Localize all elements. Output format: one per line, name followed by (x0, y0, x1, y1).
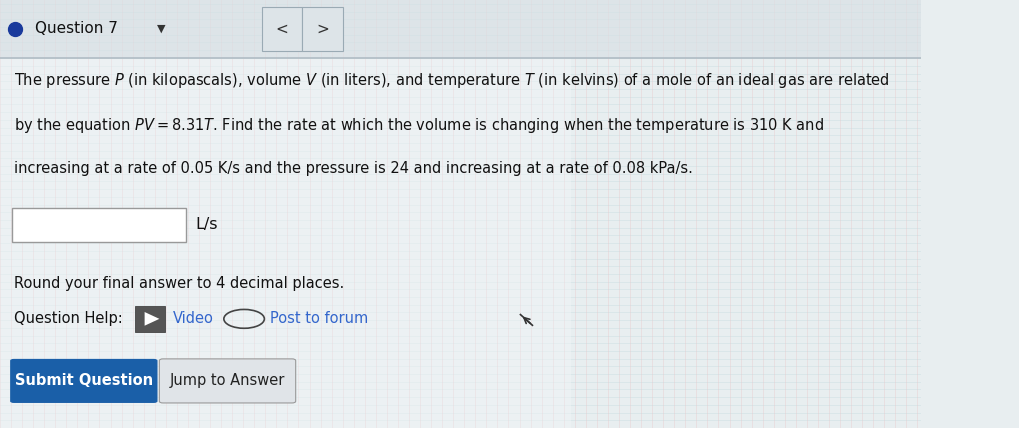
Text: L/s: L/s (196, 217, 218, 232)
Text: increasing at a rate of 0.05 K/s and the pressure is 24 and increasing at a rate: increasing at a rate of 0.05 K/s and the… (14, 160, 693, 175)
FancyBboxPatch shape (303, 7, 342, 51)
Text: >: > (316, 21, 329, 36)
Text: Jump to Answer: Jump to Answer (170, 373, 285, 389)
Text: Post to forum: Post to forum (270, 311, 368, 327)
Text: Question Help:: Question Help: (14, 311, 122, 327)
Text: Question 7: Question 7 (35, 21, 118, 36)
Text: Round your final answer to 4 decimal places.: Round your final answer to 4 decimal pla… (14, 276, 344, 291)
Text: Video: Video (173, 311, 214, 327)
FancyBboxPatch shape (12, 208, 186, 241)
Text: ▼: ▼ (157, 24, 165, 34)
Text: <: < (275, 21, 288, 36)
Polygon shape (145, 312, 159, 326)
Text: Submit Question: Submit Question (14, 373, 153, 389)
FancyBboxPatch shape (159, 359, 296, 403)
FancyBboxPatch shape (10, 359, 158, 403)
Text: by the equation $PV = 8.31T$. Find the rate at which the volume is changing when: by the equation $PV = 8.31T$. Find the r… (14, 116, 824, 134)
FancyBboxPatch shape (262, 7, 303, 51)
FancyBboxPatch shape (0, 0, 921, 58)
Text: The pressure $P$ (in kilopascals), volume $V$ (in liters), and temperature $T$ (: The pressure $P$ (in kilopascals), volum… (14, 71, 890, 89)
FancyBboxPatch shape (0, 58, 571, 428)
FancyBboxPatch shape (136, 306, 165, 332)
